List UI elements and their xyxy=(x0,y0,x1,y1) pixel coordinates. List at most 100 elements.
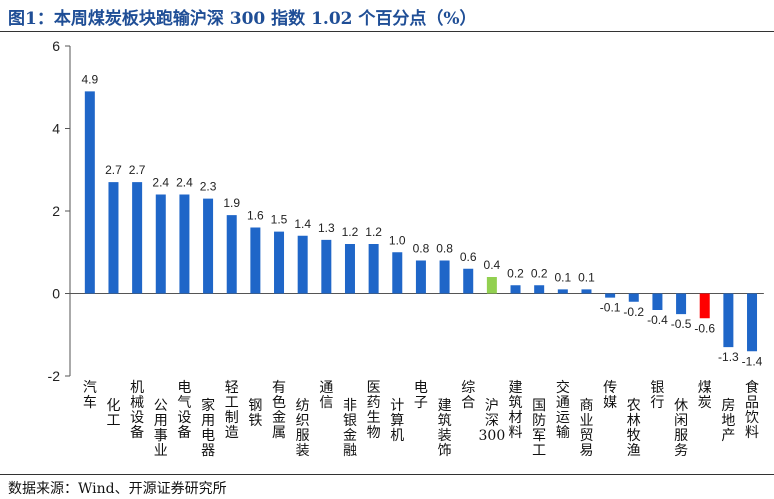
chart-value-labels: 4.9 2.7 2.7 2.4 2.4 2.3 1.9 1.6 1.5 1.4 1.3 1.2 1.2 1… xyxy=(81,72,762,368)
category-label: 建筑装饰 xyxy=(438,398,452,459)
category-label: 有色金属 xyxy=(272,380,286,441)
value-label: -0.4 xyxy=(647,313,668,327)
bar xyxy=(84,91,95,294)
value-label: -0.5 xyxy=(671,317,692,331)
category-label: 煤炭 xyxy=(698,380,712,411)
category-label: 休闲服务 xyxy=(674,398,688,459)
y-tick-label: 0 xyxy=(52,286,60,302)
category-label: 综合 xyxy=(461,380,475,411)
bar xyxy=(581,289,592,294)
value-label: 2.3 xyxy=(200,180,217,194)
bottom-divider xyxy=(0,474,774,475)
value-label: -1.3 xyxy=(718,350,739,364)
value-label: 1.3 xyxy=(318,221,335,235)
bar xyxy=(392,252,403,294)
category-label: 食品饮料 xyxy=(745,379,759,441)
y-tick-label: -2 xyxy=(48,368,61,384)
value-label: -0.6 xyxy=(694,321,715,335)
bar xyxy=(510,285,521,294)
bar xyxy=(605,293,616,298)
value-label: -1.4 xyxy=(742,354,763,368)
bar xyxy=(274,231,285,294)
bar xyxy=(486,277,497,294)
y-tick-label: 6 xyxy=(52,38,60,54)
value-label: 0.1 xyxy=(554,270,571,284)
bar xyxy=(297,235,308,294)
category-label: 商业贸易 xyxy=(579,398,593,459)
bar xyxy=(699,293,710,319)
bar xyxy=(723,293,734,348)
bar xyxy=(747,293,758,352)
bar xyxy=(439,260,450,294)
category-label: 计算机 xyxy=(390,398,404,444)
category-label: 通信 xyxy=(319,380,333,411)
bar xyxy=(415,260,426,294)
value-label: 2.4 xyxy=(152,176,169,190)
bar xyxy=(344,244,355,294)
category-label: 非银金融 xyxy=(343,398,357,459)
source-note: 数据来源：Wind、开源证券研究所 xyxy=(8,481,227,497)
category-label: 汽车 xyxy=(83,380,97,411)
category-label: 电子 xyxy=(414,380,428,411)
value-label: 0.2 xyxy=(531,266,548,280)
category-label: 医药生物 xyxy=(367,380,381,441)
chart-bars xyxy=(84,91,758,352)
top-divider xyxy=(0,31,774,32)
value-label: 0.6 xyxy=(460,250,477,264)
value-label: 1.2 xyxy=(342,225,359,239)
category-label: 轻工制造 xyxy=(225,380,239,441)
value-label: 4.9 xyxy=(81,72,98,86)
bar xyxy=(250,227,261,294)
value-label: 0.8 xyxy=(413,242,430,256)
value-label: 0.1 xyxy=(578,270,595,284)
y-tick-label: 4 xyxy=(52,121,60,137)
y-tick-label: 2 xyxy=(52,203,60,219)
category-label: 国防军工 xyxy=(532,398,546,459)
value-label: 2.7 xyxy=(129,163,146,177)
category-label: 农林牧渔 xyxy=(627,398,641,459)
value-label: 2.7 xyxy=(105,163,122,177)
category-label: 公用事业 xyxy=(154,398,168,459)
value-label: 1.5 xyxy=(271,213,288,227)
value-label: 1.2 xyxy=(365,225,382,239)
bar xyxy=(132,182,143,294)
bar xyxy=(179,194,190,294)
value-label: 1.6 xyxy=(247,209,264,223)
bar-chart: -2 0 2 4 6 4.9 2.7 2.7 2.4 2.4 2.3 1.9 1.6 1.5 1.4 1.3… xyxy=(48,38,764,459)
category-label: 建筑材料 xyxy=(509,380,523,441)
bar xyxy=(321,239,332,294)
category-label: 沪深 300 xyxy=(479,398,506,444)
bar xyxy=(652,293,663,310)
bar xyxy=(226,215,237,294)
value-label: 0.8 xyxy=(436,242,453,256)
category-label: 化工 xyxy=(106,398,120,429)
value-label: 1.0 xyxy=(389,233,406,247)
category-label: 机械设备 xyxy=(130,380,144,441)
bar xyxy=(108,182,119,294)
value-label: -0.2 xyxy=(623,305,644,319)
bar xyxy=(155,194,166,294)
value-label: 2.4 xyxy=(176,176,193,190)
category-label: 家用电器 xyxy=(201,397,215,459)
value-label: 0.2 xyxy=(507,266,524,280)
category-label: 交通运输 xyxy=(556,379,570,441)
bar xyxy=(676,293,687,315)
page-title: 图1：本周煤炭板块跑输沪深 300 指数 1.02 个百分点（%） xyxy=(8,9,477,29)
category-label: 房地产 xyxy=(721,398,735,444)
category-label: 银行 xyxy=(650,380,664,411)
bar xyxy=(463,268,474,294)
bar xyxy=(628,293,639,302)
bar xyxy=(203,198,214,294)
bar xyxy=(534,285,545,294)
value-label: 1.9 xyxy=(223,196,240,210)
chart-axes: -2 0 2 4 6 xyxy=(48,38,764,384)
bar xyxy=(557,289,568,294)
category-label: 纺织服装 xyxy=(296,398,310,459)
bar xyxy=(368,244,379,294)
value-label: -0.1 xyxy=(600,301,621,315)
category-label: 传媒 xyxy=(603,380,617,411)
value-label: 1.4 xyxy=(294,217,311,231)
value-label: 0.4 xyxy=(484,258,501,272)
category-label: 电气设备 xyxy=(177,380,191,441)
